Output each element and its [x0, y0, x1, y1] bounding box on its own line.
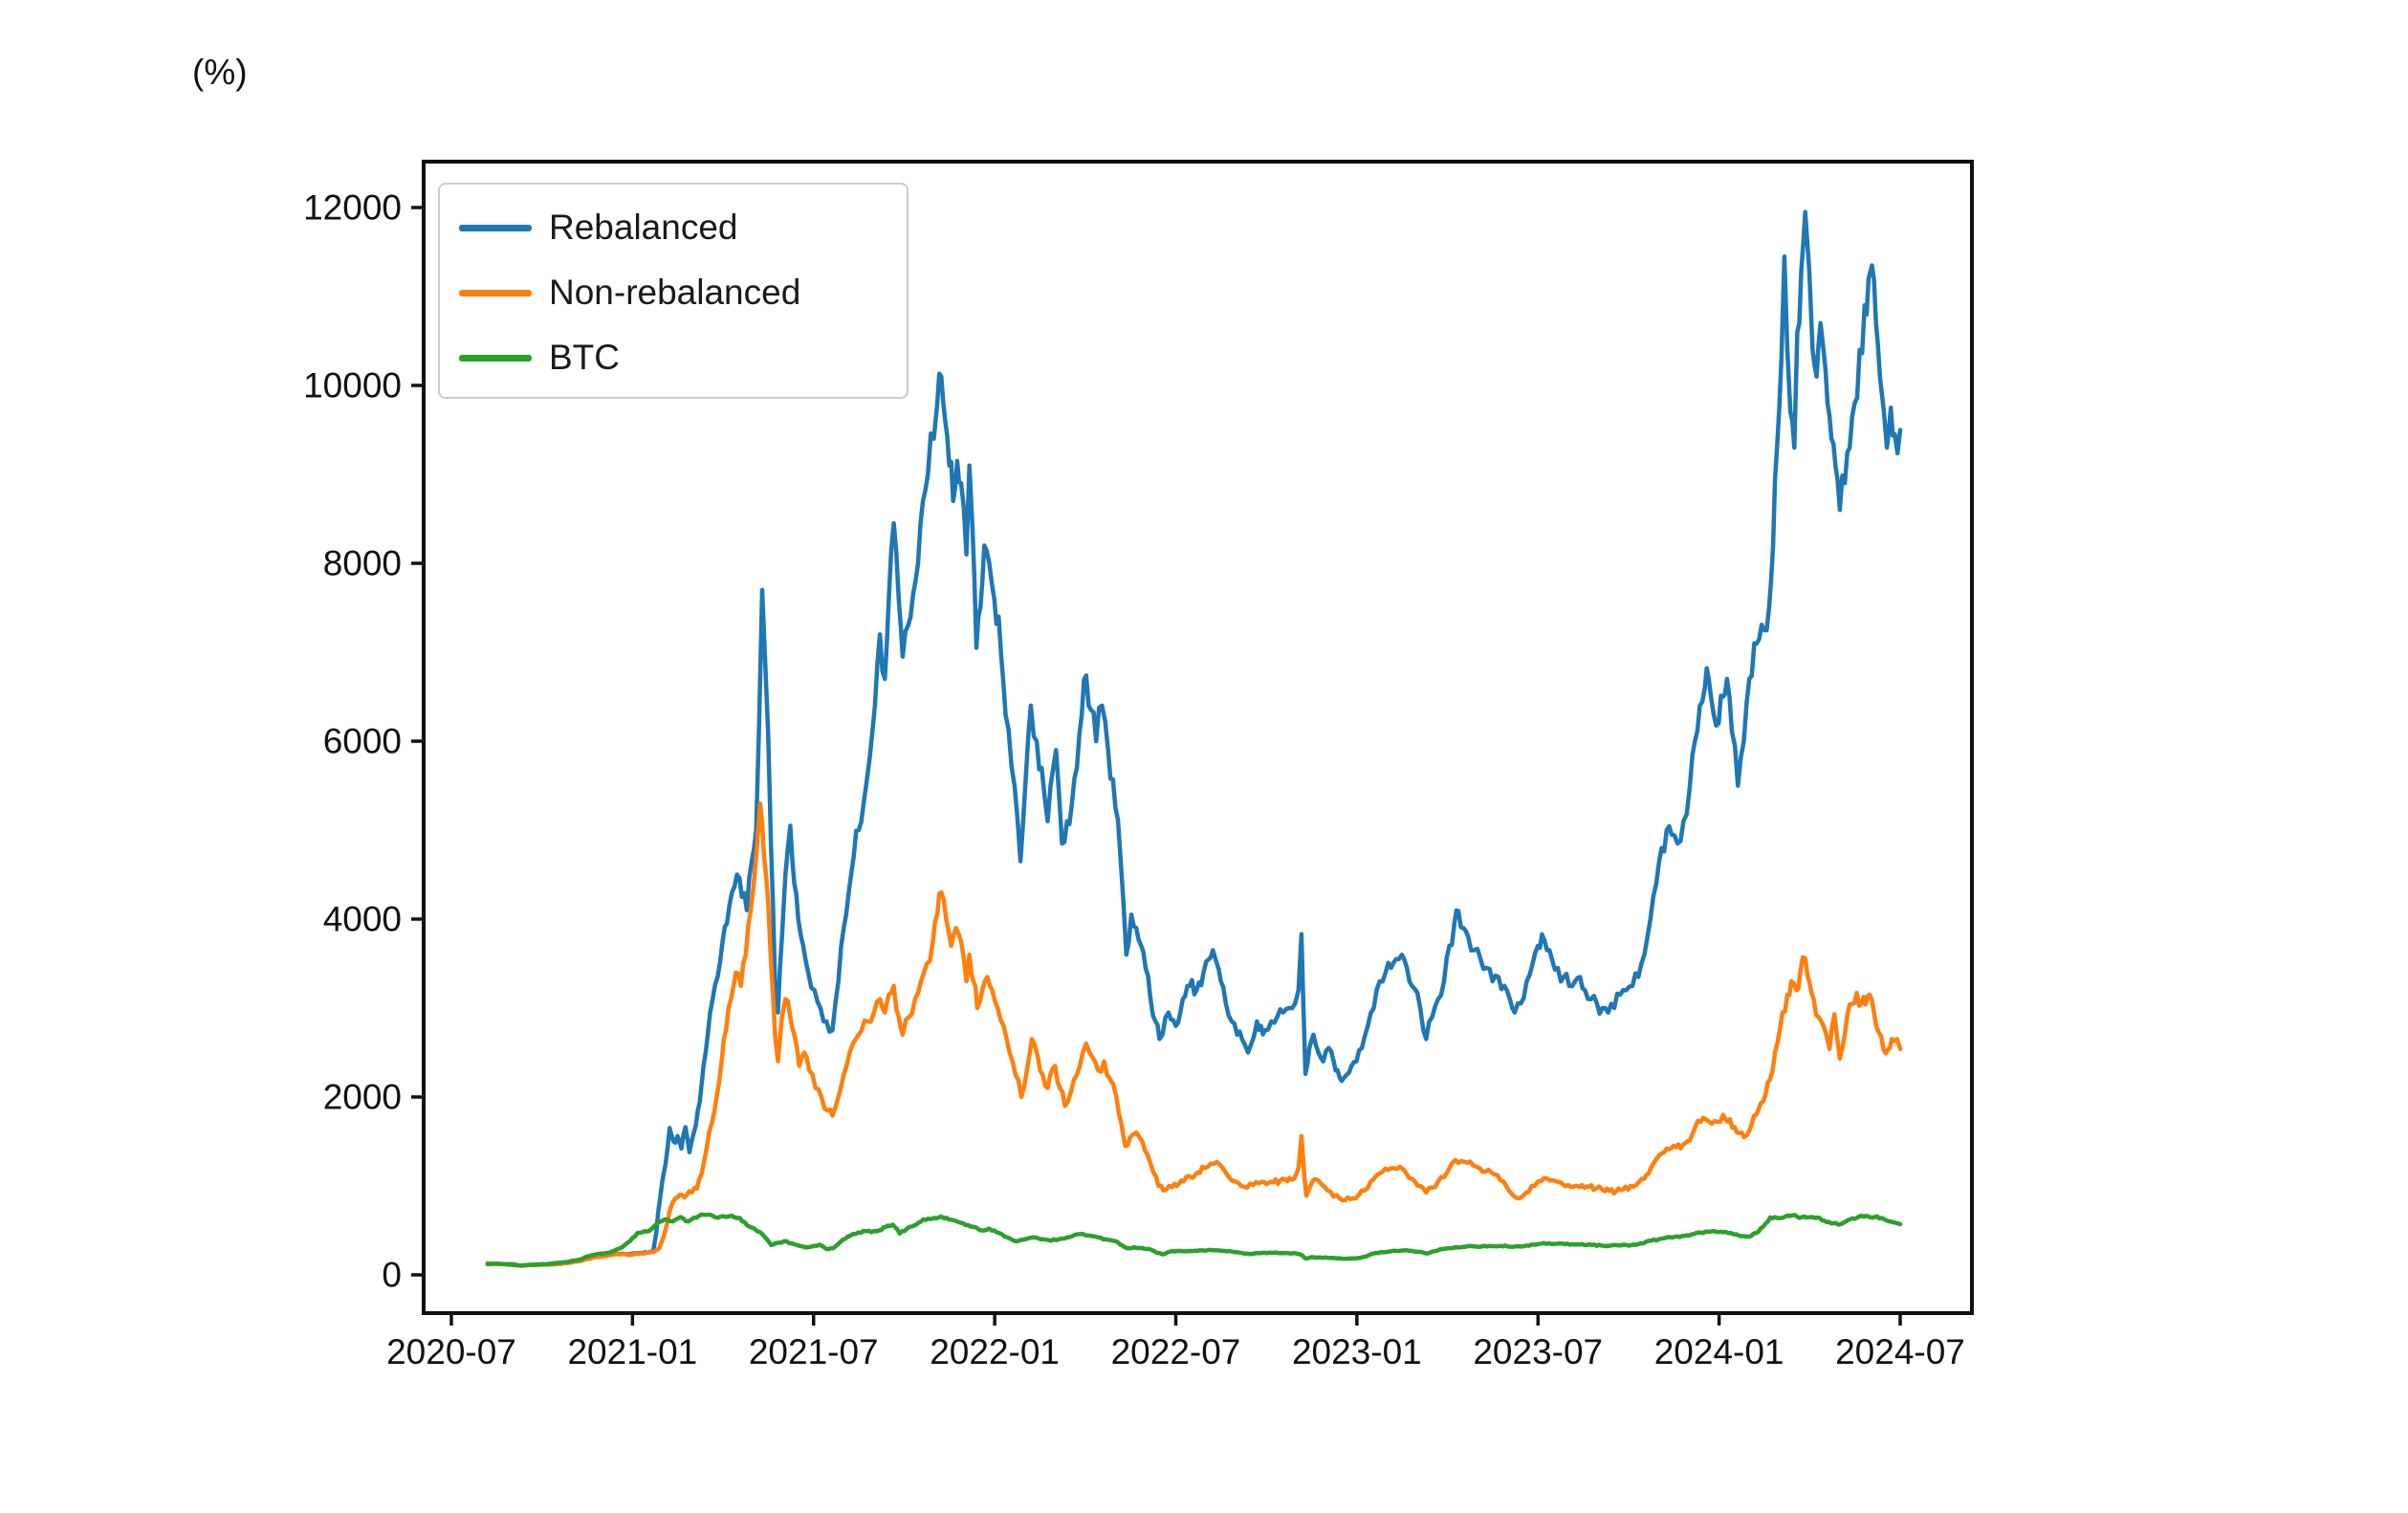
plot-border [422, 160, 1974, 1315]
x-tick-label: 2021-01 [567, 1332, 697, 1371]
x-tick-label: 2020-07 [386, 1332, 516, 1371]
legend-swatch-non-rebalanced [459, 289, 532, 296]
legend-label-rebalanced: Rebalanced [549, 208, 738, 247]
legend: Rebalanced Non-rebalanced BTC [438, 183, 908, 399]
btc-line [485, 1212, 1903, 1268]
y-tick-label: 8000 [323, 544, 402, 583]
y-tick-label: 2000 [323, 1078, 402, 1117]
legend-label-btc: BTC [549, 338, 620, 377]
y-axis: 0 2000 4000 6000 8000 10000 12000 [303, 188, 424, 1295]
x-tick-label: 2023-07 [1473, 1332, 1603, 1371]
legend-item-btc: BTC [440, 325, 907, 390]
y-tick-label: 12000 [303, 188, 402, 228]
legend-item-rebalanced: Rebalanced [440, 195, 907, 260]
x-tick-label: 2023-01 [1292, 1332, 1422, 1371]
y-tick-label: 0 [382, 1256, 402, 1295]
x-tick-label: 2024-01 [1654, 1332, 1784, 1371]
rebalanced-line [485, 209, 1903, 1268]
legend-swatch-btc [459, 354, 532, 362]
x-tick-label: 2024-07 [1835, 1332, 1965, 1371]
x-axis: 2020-07 2021-01 2021-07 2022-01 2022-07 2023-… [386, 1313, 1965, 1371]
y-axis-unit-label: (%) [192, 53, 248, 92]
legend-label-non-rebalanced: Non-rebalanced [549, 273, 801, 312]
series-lines [485, 209, 1903, 1268]
x-tick-label: 2022-07 [1111, 1332, 1241, 1371]
x-tick-label: 2022-01 [930, 1332, 1060, 1371]
legend-item-non-rebalanced: Non-rebalanced [440, 260, 907, 325]
y-tick-label: 10000 [303, 366, 402, 406]
y-tick-label: 6000 [323, 722, 402, 761]
non-rebalanced-line [485, 800, 1903, 1268]
x-tick-label: 2021-07 [749, 1332, 879, 1371]
legend-swatch-rebalanced [459, 224, 532, 231]
y-tick-label: 4000 [323, 900, 402, 939]
